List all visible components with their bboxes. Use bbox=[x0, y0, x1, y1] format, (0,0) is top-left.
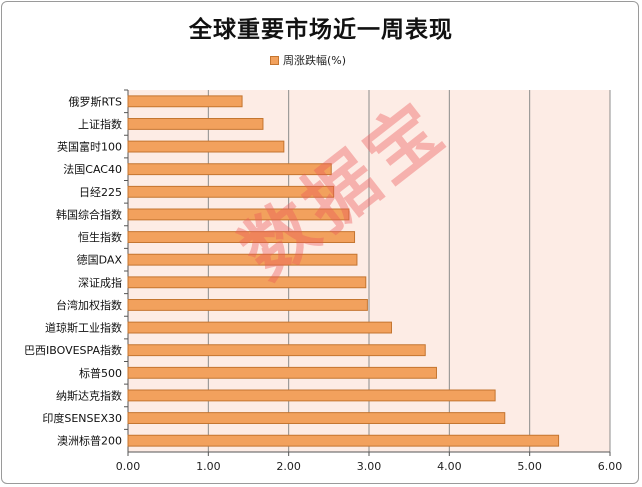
bar bbox=[127, 140, 285, 153]
category-label: 印度SENSEX30 bbox=[42, 411, 122, 425]
bar bbox=[127, 299, 368, 311]
chart-legend: 周涨跌幅(%) bbox=[270, 52, 346, 68]
bar bbox=[127, 366, 437, 379]
category-label: 日经225 bbox=[79, 186, 122, 199]
bar bbox=[127, 208, 350, 221]
x-tick-label: 3.00 bbox=[357, 460, 382, 473]
category-label: 俄罗斯RTS bbox=[68, 95, 122, 108]
bar bbox=[127, 253, 358, 266]
bar bbox=[127, 185, 335, 198]
bar bbox=[127, 231, 356, 243]
bar bbox=[127, 321, 392, 334]
legend-label: 周涨跌幅(%) bbox=[283, 54, 347, 67]
category-label: 标普500 bbox=[79, 366, 122, 380]
category-label: 巴西IBOVESPA指数 bbox=[24, 343, 122, 357]
category-label: 道琼斯工业指数 bbox=[45, 321, 122, 335]
bar bbox=[127, 118, 264, 130]
bar bbox=[127, 412, 506, 424]
bar bbox=[127, 344, 426, 357]
category-label: 英国富时100 bbox=[57, 140, 122, 154]
x-tick-label: 5.00 bbox=[517, 460, 542, 473]
category-label: 法国CAC40 bbox=[63, 162, 122, 176]
x-tick-label: 2.00 bbox=[276, 460, 301, 473]
x-tick-label: 6.00 bbox=[598, 460, 623, 473]
bar bbox=[127, 389, 496, 402]
category-label: 恒生指数 bbox=[78, 230, 122, 244]
category-label: 上证指数 bbox=[78, 117, 122, 131]
x-tick-label: 1.00 bbox=[196, 460, 221, 473]
bar bbox=[127, 434, 560, 447]
category-label: 德国DAX bbox=[77, 253, 123, 267]
x-tick-label: 0.00 bbox=[116, 460, 141, 473]
bar bbox=[127, 163, 332, 176]
category-label: 台湾加权指数 bbox=[56, 298, 122, 312]
category-label: 澳洲标普200 bbox=[57, 434, 122, 448]
bar bbox=[127, 95, 243, 108]
bar bbox=[127, 276, 367, 289]
x-tick-label: 4.00 bbox=[437, 460, 462, 473]
chart-title: 全球重要市场近一周表现 bbox=[189, 17, 453, 43]
category-label: 深证成指 bbox=[78, 275, 122, 289]
category-label: 纳斯达克指数 bbox=[56, 388, 122, 402]
category-label: 韩国综合指数 bbox=[56, 207, 122, 221]
legend-swatch bbox=[270, 55, 279, 65]
